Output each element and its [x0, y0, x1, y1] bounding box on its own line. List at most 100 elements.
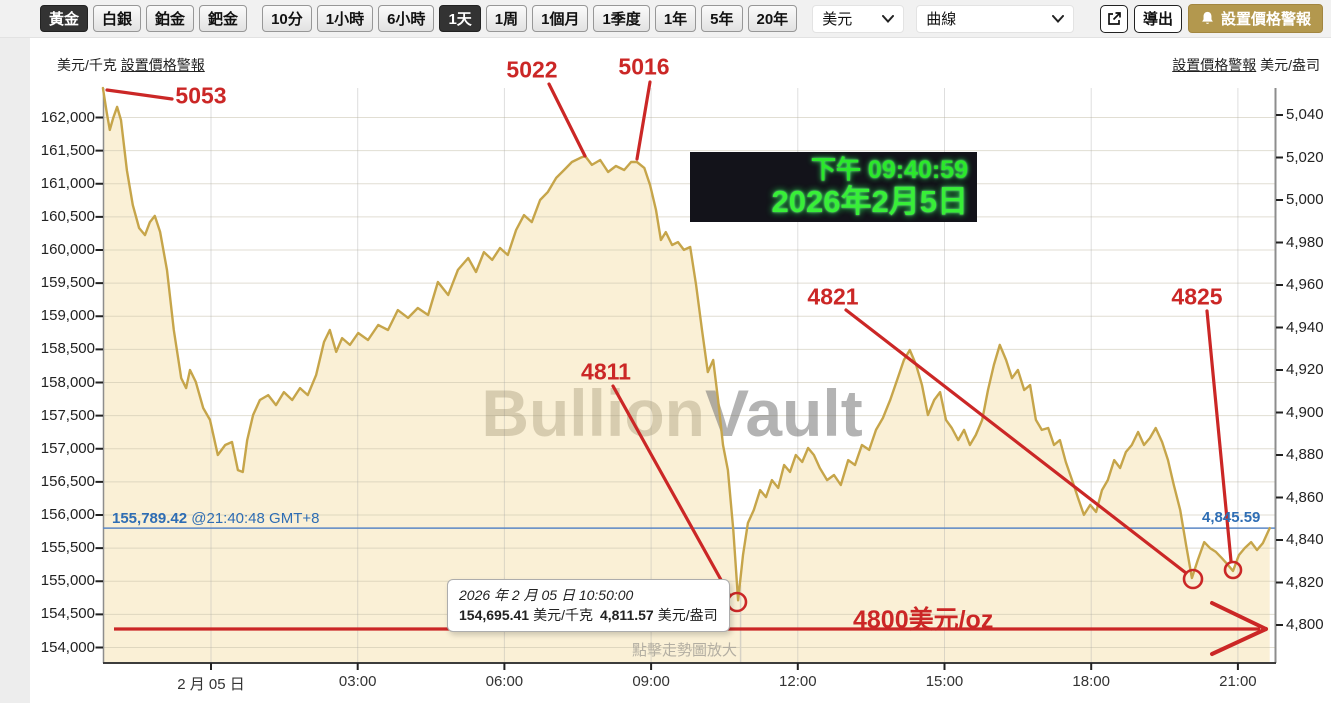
axis-tick-label: 09:00 [632, 673, 670, 690]
chart-type-select[interactable]: 曲線 [916, 4, 1075, 33]
axis-tick-label: 4,880 [1286, 446, 1324, 463]
chart-type-select-value: 曲線 [926, 11, 957, 28]
axis-tick-label: 158,000 [40, 373, 95, 391]
axis-tick-label: 159,500 [40, 274, 95, 292]
range-6hour-button[interactable]: 6小時 [378, 5, 435, 32]
axis-tick-label: 156,000 [40, 506, 95, 523]
range-20year-button[interactable]: 20年 [747, 5, 798, 32]
chart-tooltip: 2026 年 2 月 05 日 10:50:00 154,695.41 美元/千克… [447, 579, 730, 632]
axis-tick-label: 4,820 [1286, 573, 1324, 591]
tooltip-kg-value: 154,695.41 [459, 607, 530, 623]
annotation-arrow-line [105, 88, 174, 101]
set-price-alert-link-right[interactable]: 設置價格警報 [1172, 57, 1257, 73]
axis-tick-label: 4,900 [1286, 403, 1324, 421]
axis-tick-label: 18:00 [1072, 673, 1110, 690]
set-price-alert-button[interactable]: 設置價格警報 [1187, 4, 1323, 33]
axis-tick-label: 4,960 [1286, 276, 1324, 293]
tooltip-values: 154,695.41 美元/千克 4,811.57 美元/盎司 [459, 605, 718, 625]
currency-select[interactable]: 美元 [812, 4, 905, 33]
annotation-label-5016: 5016 [618, 53, 670, 80]
bell-icon [1202, 11, 1213, 24]
axis-tick-label: 161,000 [40, 174, 95, 192]
axis-tick-label: 2 月 05 日 [177, 676, 245, 693]
axis-tick-label: 21:00 [1219, 673, 1257, 690]
range-1week-button[interactable]: 1周 [485, 5, 528, 32]
axis-tick-label: 162,000 [40, 108, 95, 126]
metal-tab-silver[interactable]: 白銀 [93, 5, 142, 32]
annotation-arrow-line [611, 384, 732, 598]
set-price-alert-label: 設置價格警報 [1220, 11, 1311, 28]
export-button[interactable]: 導出 [1133, 4, 1182, 33]
left-axis-unit-header: 美元/千克 設置價格警報 [57, 55, 205, 75]
annotation-arrow-line [844, 308, 1188, 575]
axis-tick-label: 15:00 [925, 673, 964, 690]
range-1month-button[interactable]: 1個月 [532, 5, 589, 32]
axis-tick-label: 06:00 [485, 673, 524, 690]
tooltip-oz-unit: 美元/盎司 [657, 607, 718, 623]
annotation-label-5053: 5053 [175, 82, 227, 109]
external-link-icon [1108, 11, 1121, 25]
metal-tab-gold[interactable]: 黃金 [40, 5, 89, 32]
annotation-4800-arrowhead [1210, 601, 1268, 631]
axis-tick-label: 157,000 [40, 439, 95, 457]
current-price-timestamp: @21:40:48 GMT+8 [187, 510, 320, 527]
current-price-oz-label: 4,845.59 [1202, 509, 1261, 526]
current-price-kg-label: 155,789.42 @21:40:48 GMT+8 [112, 510, 319, 527]
axis-tick-label: 4,800 [1286, 616, 1324, 633]
axis-tick-label: 161,500 [40, 141, 95, 159]
metal-tab-platinum[interactable]: 鉑金 [146, 5, 195, 32]
chart-toolbar: 黃金 白銀 鉑金 鈀金 10分 1小時 6小時 1天 1周 1個月 1季度 1年… [0, 0, 1331, 38]
axis-tick-label: 4,860 [1286, 488, 1324, 506]
axis-tick-label: 160,500 [40, 207, 95, 225]
price-area-fill [102, 88, 1270, 662]
axis-tick-label: 154,500 [40, 605, 95, 623]
range-1year-button[interactable]: 1年 [654, 5, 697, 32]
range-1hour-button[interactable]: 1小時 [316, 5, 374, 32]
metal-tab-palladium[interactable]: 鈀金 [199, 5, 248, 32]
tooltip-oz-value: 4,811.57 [599, 607, 654, 623]
set-price-alert-link-left[interactable]: 設置價格警報 [120, 57, 205, 73]
right-axis-unit: 美元/盎司 [1260, 57, 1320, 73]
tooltip-datetime: 2026 年 2 月 05 日 10:50:00 [459, 587, 634, 603]
clock-date: 2026年2月5日 [771, 184, 968, 219]
range-5year-button[interactable]: 5年 [701, 5, 743, 32]
tooltip-kg-unit: 美元/千克 [533, 607, 593, 623]
axis-tick-label: 154,000 [40, 638, 95, 656]
annotation-label-4821: 4821 [807, 283, 859, 310]
annotation-arrow-line [1205, 309, 1233, 563]
axis-tick-label: 4,940 [1286, 318, 1324, 336]
axis-tick-label: 157,500 [40, 406, 95, 424]
annotation-circle [1182, 568, 1204, 590]
range-10min-button[interactable]: 10分 [262, 5, 312, 32]
axis-tick-label: 4,840 [1286, 531, 1324, 548]
axis-tick-label: 155,000 [40, 572, 95, 590]
annotation-4800-arrowhead [1210, 627, 1268, 656]
axis-tick-label: 156,500 [40, 472, 95, 490]
toolbar-right-group: 導出 設置價格警報 [1099, 4, 1323, 33]
axis-tick-label: 159,000 [40, 307, 95, 325]
axis-tick-label: 5,020 [1286, 148, 1324, 166]
axis-tick-label: 5,000 [1286, 191, 1324, 208]
chevron-down-icon [1052, 14, 1065, 23]
market-clock: 下午 09:40:59 2026年2月5日 [690, 152, 977, 222]
axis-tick-label: 155,500 [40, 539, 95, 557]
left-axis-unit: 美元/千克 [57, 57, 117, 73]
axis-tick-label: 158,500 [40, 340, 95, 358]
clock-time: 下午 09:40:59 [810, 156, 968, 184]
axis-tick-label: 4,980 [1286, 233, 1324, 251]
annotation-circle [1223, 560, 1243, 580]
range-1day-button[interactable]: 1天 [439, 5, 481, 32]
zoom-hint-text: 點擊走勢圖放大 [632, 642, 738, 659]
page-left-gutter [0, 0, 30, 703]
currency-select-value: 美元 [822, 11, 853, 28]
open-external-button[interactable] [1099, 4, 1128, 33]
bullionvault-watermark: BullionVault [481, 376, 862, 450]
chevron-down-icon [882, 14, 895, 23]
annotation-arrow-line [635, 80, 652, 161]
range-1quarter-button[interactable]: 1季度 [593, 5, 650, 32]
annotation-label-4825: 4825 [1171, 283, 1223, 310]
axis-tick-label: 4,920 [1286, 361, 1324, 378]
right-axis-unit-header: 設置價格警報 美元/盎司 [1172, 55, 1320, 75]
